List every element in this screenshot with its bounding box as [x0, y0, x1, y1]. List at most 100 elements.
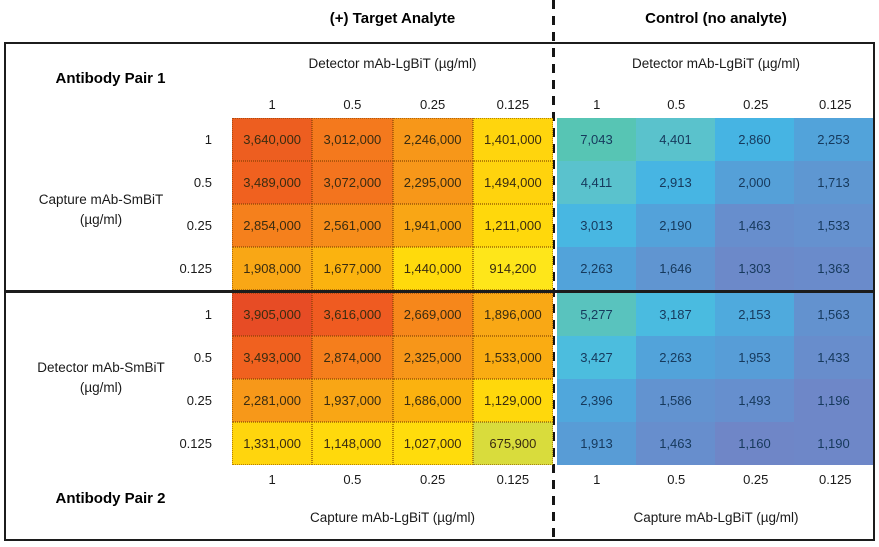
heatmap-cell: 1,937,000: [312, 379, 393, 422]
row-tick: 0.125: [179, 436, 212, 451]
heatmap-cell: 2,263: [636, 336, 715, 379]
pair2-row-ticks: 1 0.5 0.25 0.125: [140, 293, 220, 465]
pair1-control-col-ticks: 1 0.5 0.25 0.125: [557, 92, 875, 116]
heatmap-cell: 1,913: [557, 422, 636, 465]
heatmap-cell: 2,190: [636, 204, 715, 247]
control-title: Control (no analyte): [645, 10, 787, 27]
row-tick: 1: [204, 307, 212, 322]
row-tick: 0.25: [186, 393, 212, 408]
col-tick: 0.5: [343, 96, 362, 112]
pair1-target-col-ticks: 1 0.5 0.25 0.125: [232, 92, 553, 116]
col-tick: 0.25: [743, 471, 769, 487]
heatmap-cell: 2,263: [557, 247, 636, 290]
col-tick: 0.25: [419, 471, 446, 487]
col-tick: 0.25: [419, 96, 446, 112]
row-tick: 0.5: [193, 175, 212, 190]
heatmap-cell: 1,363: [794, 247, 873, 290]
heatmap-cell: 2,000: [715, 161, 794, 204]
heatmap-cell: 2,295,000: [392, 161, 473, 204]
vertical-dashed-divider: [552, 0, 555, 541]
row-tick: 0.5: [193, 350, 212, 365]
row-tick: 0.125: [179, 261, 212, 276]
heatmap-cell: 1,160: [715, 422, 794, 465]
heatmap-cell: 1,677,000: [312, 247, 393, 290]
col-tick: 0.125: [818, 96, 852, 112]
heatmap-cell: 1,563: [794, 293, 873, 336]
heatmap-cell: 3,489,000: [232, 161, 313, 204]
heatmap-cell: 1,494,000: [472, 161, 553, 204]
col-tick: 0.5: [667, 471, 686, 487]
heatmap-cell: 1,440,000: [392, 247, 473, 290]
heatmap-grid-pair1-target: 3,640,000 3,012,000 2,246,000 1,401,000 3,48…: [232, 118, 553, 290]
col-tick: 0.125: [496, 471, 530, 487]
pair2-target-col-ticks: 1 0.5 0.25 0.125: [232, 466, 553, 492]
heatmap-cell: 914,200: [472, 247, 553, 290]
heatmap-cell: 1,533: [794, 204, 873, 247]
heatmap-cell: 1,463: [715, 204, 794, 247]
heatmap-cell: 3,012,000: [312, 118, 393, 161]
heatmap-cell: 3,905,000: [232, 293, 313, 336]
heatmap-grid-pair1-control: 7,043 4,401 2,860 2,253 4,411 2,913 2,000 1,713…: [557, 118, 873, 290]
heatmap-cell: 1,190: [794, 422, 873, 465]
heatmap-cell: 4,401: [636, 118, 715, 161]
heatmap-cell: 675,900: [472, 422, 553, 465]
heatmap-cell: 3,616,000: [312, 293, 393, 336]
pair2-row-axis-label-line1: Detector mAb-SmBiT: [37, 360, 165, 375]
heatmap-cell: 1,148,000: [312, 422, 393, 465]
target-analyte-title: (+) Target Analyte: [329, 10, 456, 27]
pair2-row-axis-label: Detector mAb-SmBiT (µg/ml): [5, 358, 197, 397]
row-tick: 1: [204, 132, 212, 147]
heatmap-cell: 1,586: [636, 379, 715, 422]
heatmap-cell: 2,396: [557, 379, 636, 422]
heatmap-cell: 3,493,000: [232, 336, 313, 379]
heatmap-cell: 2,561,000: [312, 204, 393, 247]
pair1-row-axis-label-line2: (µg/ml): [79, 211, 123, 227]
heatmap-grid-pair2-target: 3,905,000 3,616,000 2,669,000 1,896,000 3,49…: [232, 293, 553, 465]
heatmap-cell: 2,854,000: [232, 204, 313, 247]
heatmap-cell: 2,246,000: [392, 118, 473, 161]
col-tick: 0.125: [818, 471, 852, 487]
pair1-control-column-header: Detector mAb-LgBiT (µg/ml): [631, 56, 801, 71]
heatmap-cell: 2,860: [715, 118, 794, 161]
pair2-row-axis-label-line2: (µg/ml): [79, 379, 123, 395]
pair1-row-ticks: 1 0.5 0.25 0.125: [140, 118, 220, 290]
pair2-target-column-footer: Capture mAb-LgBiT (µg/ml): [309, 510, 476, 525]
heatmap-cell: 1,533,000: [472, 336, 553, 379]
col-tick: 1: [593, 96, 601, 112]
heatmap-cell: 1,908,000: [232, 247, 313, 290]
heatmap-cell: 3,640,000: [232, 118, 313, 161]
heatmap-cell: 1,211,000: [472, 204, 553, 247]
pair2-label: Antibody Pair 2: [55, 490, 166, 507]
heatmap-cell: 3,072,000: [312, 161, 393, 204]
heatmap-cell: 1,401,000: [472, 118, 553, 161]
heatmap-cell: 1,493: [715, 379, 794, 422]
heatmap-cell: 1,896,000: [472, 293, 553, 336]
heatmap-cell: 7,043: [557, 118, 636, 161]
col-tick: 0.125: [496, 96, 530, 112]
heatmap-cell: 5,277: [557, 293, 636, 336]
heatmap-cell: 1,196: [794, 379, 873, 422]
pair1-row-axis-label: Capture mAb-SmBiT (µg/ml): [5, 190, 197, 229]
heatmap-cell: 1,331,000: [232, 422, 313, 465]
col-tick: 1: [268, 471, 276, 487]
pair2-control-col-ticks: 1 0.5 0.25 0.125: [557, 466, 875, 492]
heatmap-cell: 2,669,000: [392, 293, 473, 336]
heatmap-cell: 2,913: [636, 161, 715, 204]
heatmap-cell: 1,129,000: [472, 379, 553, 422]
heatmap-cell: 2,325,000: [392, 336, 473, 379]
col-tick: 0.5: [343, 471, 362, 487]
heatmap-cell: 1,303: [715, 247, 794, 290]
heatmap-cell: 2,153: [715, 293, 794, 336]
col-tick: 0.25: [743, 96, 769, 112]
heatmap-cell: 3,427: [557, 336, 636, 379]
heatmap-cell: 2,253: [794, 118, 873, 161]
heatmap-cell: 3,013: [557, 204, 636, 247]
heatmap-cell: 1,433: [794, 336, 873, 379]
pair2-control-column-footer: Capture mAb-LgBiT (µg/ml): [633, 510, 799, 525]
heatmap-cell: 1,646: [636, 247, 715, 290]
heatmap-cell: 2,281,000: [232, 379, 313, 422]
col-tick: 1: [593, 471, 601, 487]
pair1-row-axis-label-line1: Capture mAb-SmBiT: [38, 192, 164, 207]
heatmap-cell: 1,463: [636, 422, 715, 465]
row-tick: 0.25: [186, 218, 212, 233]
